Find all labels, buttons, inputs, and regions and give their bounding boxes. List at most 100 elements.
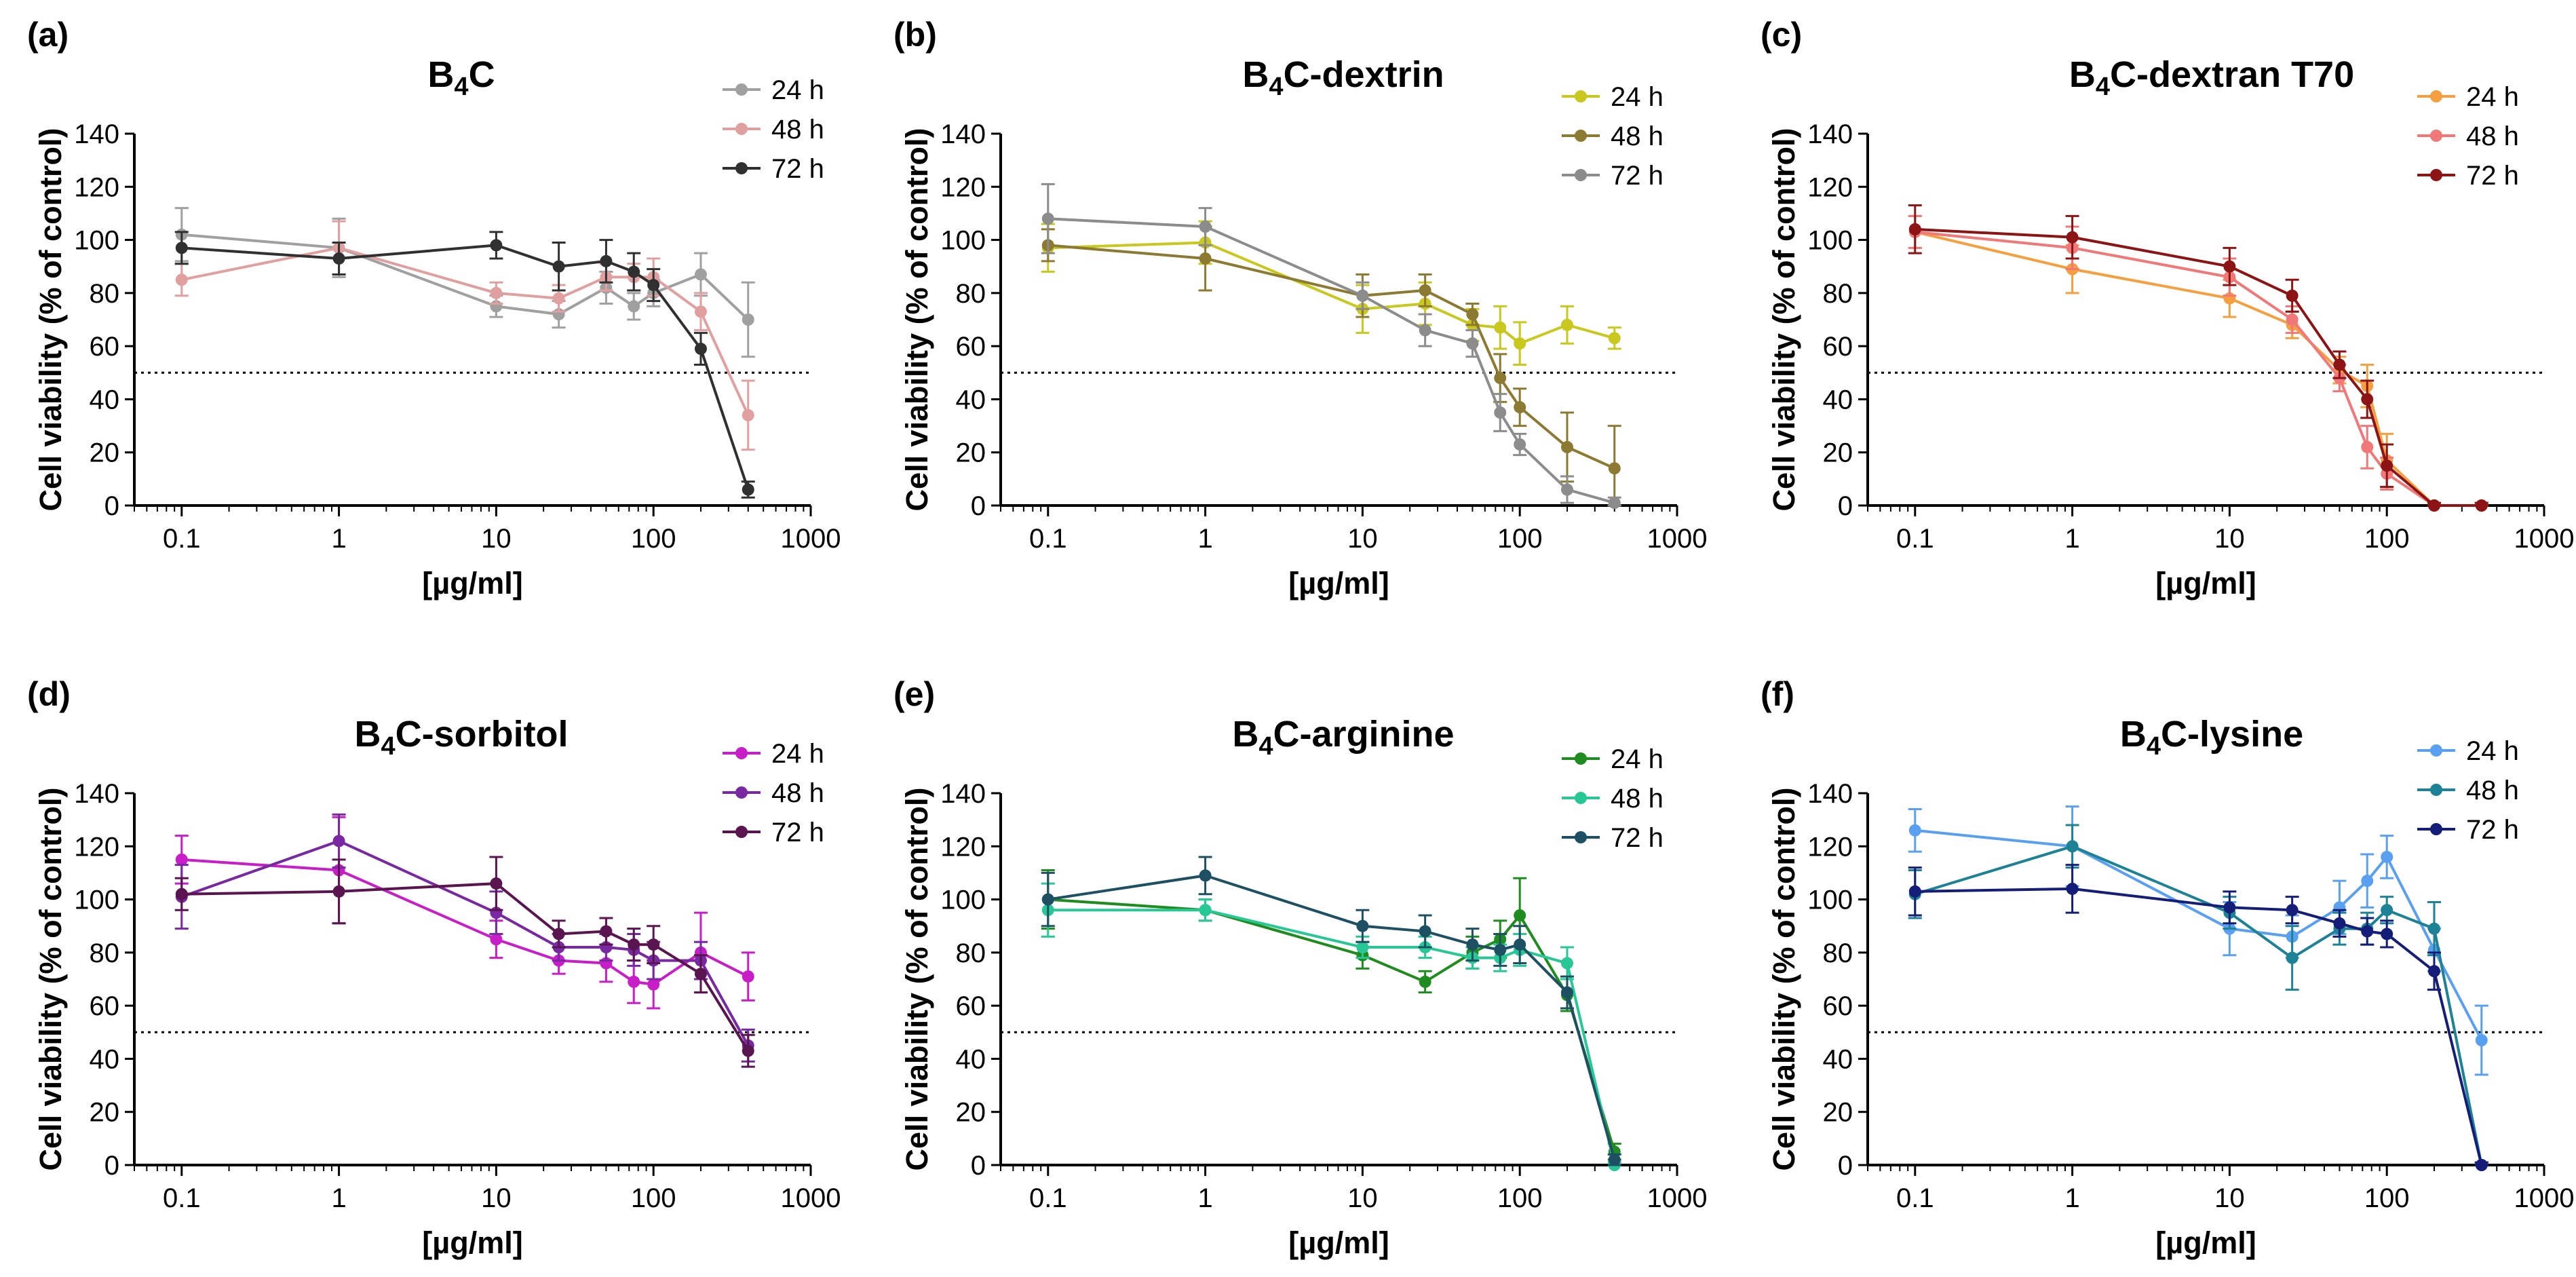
x-tick-label: 10 [1347,1183,1378,1213]
data-point [742,313,754,326]
series-24h [1041,869,1621,1161]
legend-label: 24 h [771,739,824,769]
data-point [552,260,565,273]
data-point [1514,438,1526,451]
data-point [175,273,188,286]
y-tick-label: 0 [971,491,986,521]
x-tick-label: 1 [331,1183,346,1213]
legend-label: 24 h [2466,736,2519,766]
data-point [694,305,707,318]
data-point [2427,922,2440,935]
x-tick-label: 0.1 [1896,1183,1934,1213]
legend-label: 48 h [1611,121,1664,151]
data-point [2286,951,2299,964]
series-72h [1041,183,1621,510]
x-tick-label: 0.1 [163,1183,201,1213]
data-point [490,239,503,252]
data-point [1356,941,1369,954]
data-point [647,978,660,991]
data-point [1608,332,1621,345]
panel-f: (f) B4C-lysine 0 20 40 60 80 100 120 140 0.1 1 10 100… [1761,675,2574,1260]
legend-marker [2430,130,2442,142]
panel-b: (b) B4C-dextrin 0 20 40 60 80 100 120 140 0.1 1 10 10… [893,16,1707,601]
panel-c: (c) B4C-dextran T70 0 20 40 60 80 100 120 140 0.1 1… [1761,16,2574,601]
panel-letter: (c) [1761,16,1802,54]
series-line [1915,845,2483,1166]
legend-label: 72 h [1611,161,1664,191]
data-point [490,933,503,946]
legend-label: 48 h [2466,121,2519,151]
series-48h [174,220,755,451]
panel-letter: (a) [27,16,69,54]
data-point [1466,938,1479,951]
data-point [1494,406,1507,419]
legend-marker [735,162,748,174]
data-point [628,300,640,313]
data-point [2066,231,2079,244]
x-tick-label: 10 [481,1183,512,1213]
data-point [628,265,640,278]
y-axis-title: Cell viability (% of control) [1767,787,1801,1170]
data-point [1514,337,1526,350]
data-point [2361,440,2374,453]
x-tick-label: 10 [481,524,512,554]
series-line [1047,244,1615,470]
panel-letter: (b) [893,16,937,54]
y-tick-label: 80 [90,938,120,968]
x-axis-title: [µg/ml] [422,566,522,601]
data-point [1908,223,1921,235]
x-tick-label: 1000 [781,524,841,554]
y-tick-label: 40 [956,385,986,415]
series-72h [174,231,755,499]
legend-label: 72 h [1611,823,1664,853]
data-point [2381,850,2394,863]
panel-a: (a) B4C 0 20 40 60 80 100 120 140 0.1 1 10 100 1000 [µg… [27,16,841,601]
data-point [742,970,754,983]
data-point [1494,372,1507,385]
y-tick-label: 20 [1823,438,1853,468]
y-tick-label: 80 [956,938,986,968]
series-line [1915,828,2483,1041]
x-tick-label: 0.1 [1029,524,1067,554]
data-point [2381,928,2394,940]
data-point [1514,401,1526,414]
series-line [1047,874,1616,1160]
data-point [2286,904,2299,917]
legend-label: 72 h [771,818,824,847]
x-tick-label: 1 [1197,1183,1212,1213]
y-tick-label: 140 [74,779,119,809]
data-point [1608,1154,1621,1166]
legend-marker [2430,784,2442,796]
data-point [628,938,640,951]
y-tick-label: 80 [1823,279,1853,309]
data-point [1494,943,1507,956]
series-72h [174,856,755,1068]
data-point [2066,840,2079,853]
y-tick-label: 60 [1823,332,1853,362]
series-line [1915,230,2482,507]
y-tick-label: 60 [90,332,120,362]
data-point [1041,212,1054,225]
data-point [332,252,345,265]
x-tick-label: 10 [1347,524,1378,554]
y-tick-label: 40 [90,1044,120,1074]
x-tick-label: 1 [2064,524,2079,554]
y-axis-title: Cell viability (% of control) [900,128,934,511]
data-point [1199,252,1212,265]
data-point [742,483,754,496]
data-point [1514,909,1526,922]
x-tick-label: 10 [2214,1183,2245,1213]
legend-marker [735,123,748,135]
series-line [1915,230,2482,507]
series-48h [1041,882,1621,1171]
series-line [1915,887,2483,1166]
data-point [552,928,565,940]
y-tick-label: 100 [940,885,986,915]
series-line [181,244,750,491]
y-tick-label: 140 [1807,119,1853,149]
data-point [628,975,640,988]
y-tick-label: 40 [1823,385,1853,415]
y-tick-label: 120 [1807,172,1853,202]
x-tick-label: 1 [1197,524,1212,554]
